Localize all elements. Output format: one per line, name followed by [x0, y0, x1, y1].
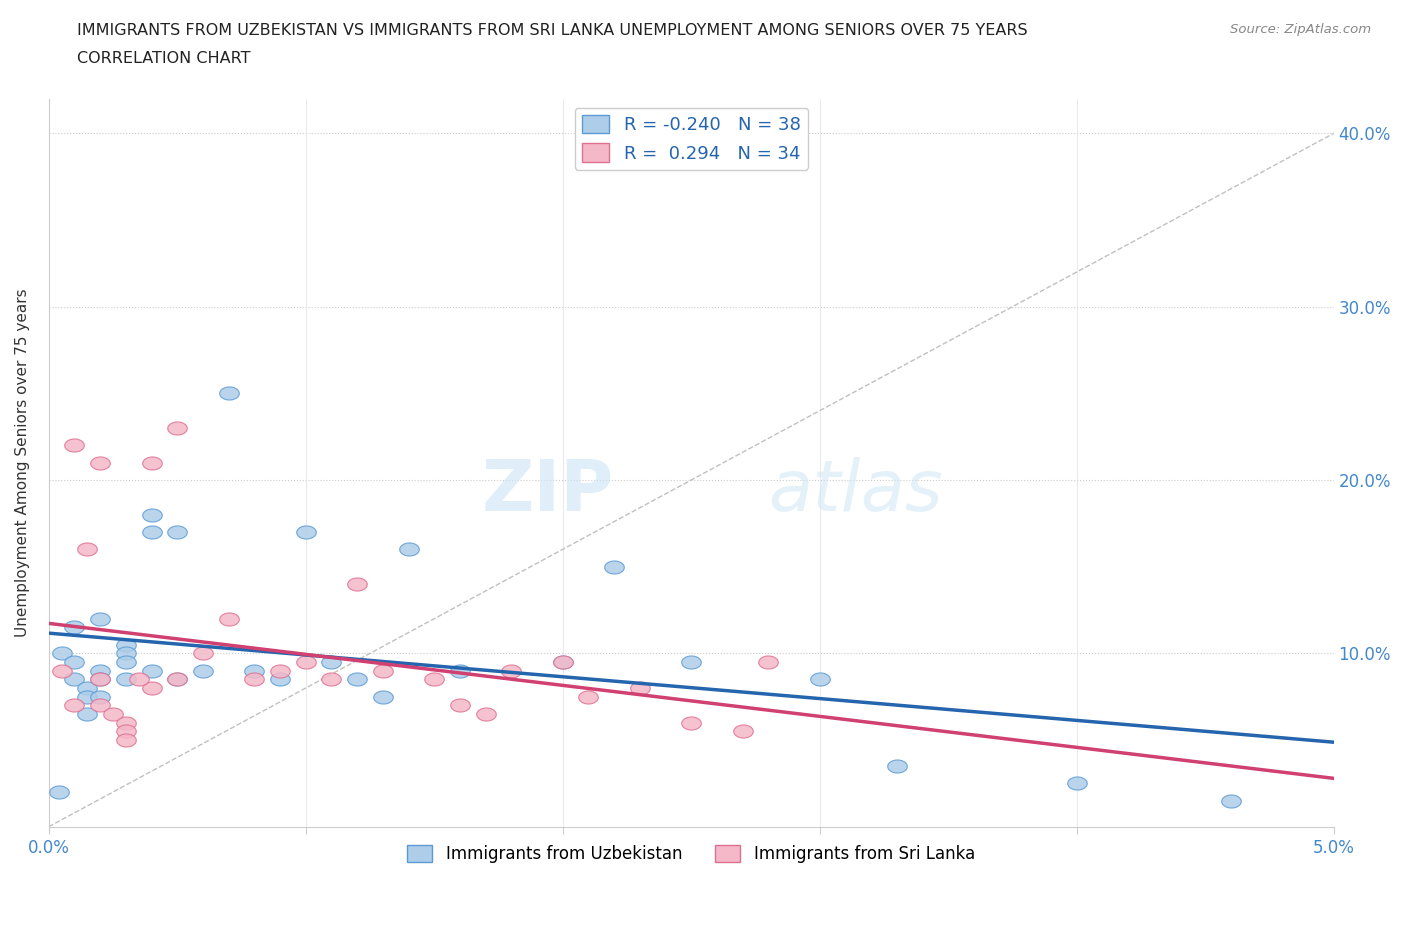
Point [1066, 776, 1088, 790]
Y-axis label: Unemployment Among Seniors over 75 years: Unemployment Among Seniors over 75 years [15, 288, 30, 637]
Point [269, 663, 291, 678]
Point [76, 689, 98, 704]
Point [89, 672, 111, 687]
Point [808, 672, 831, 687]
Point [115, 672, 138, 687]
Point [141, 525, 163, 539]
Point [89, 689, 111, 704]
Point [191, 663, 214, 678]
Point [294, 525, 316, 539]
Point [89, 698, 111, 712]
Legend: Immigrants from Uzbekistan, Immigrants from Sri Lanka: Immigrants from Uzbekistan, Immigrants f… [401, 838, 981, 870]
Point [371, 689, 394, 704]
Point [346, 577, 368, 591]
Point [89, 672, 111, 687]
Point [321, 672, 343, 687]
Point [449, 663, 471, 678]
Point [551, 655, 574, 670]
Point [115, 724, 138, 738]
Point [731, 724, 754, 738]
Point [166, 420, 188, 435]
Point [474, 707, 496, 722]
Point [51, 663, 73, 678]
Point [166, 672, 188, 687]
Point [63, 672, 86, 687]
Point [76, 707, 98, 722]
Point [551, 655, 574, 670]
Text: atlas: atlas [768, 458, 943, 526]
Point [63, 438, 86, 453]
Point [51, 646, 73, 661]
Point [243, 672, 266, 687]
Point [886, 759, 908, 774]
Point [141, 507, 163, 522]
Point [89, 611, 111, 626]
Point [449, 698, 471, 712]
Point [141, 456, 163, 471]
Point [166, 525, 188, 539]
Point [63, 655, 86, 670]
Point [141, 681, 163, 696]
Text: CORRELATION CHART: CORRELATION CHART [77, 51, 250, 66]
Point [294, 655, 316, 670]
Point [346, 672, 368, 687]
Point [76, 542, 98, 557]
Point [89, 663, 111, 678]
Point [398, 542, 420, 557]
Point [371, 663, 394, 678]
Point [681, 715, 703, 730]
Point [218, 386, 240, 401]
Point [63, 620, 86, 635]
Text: ZIP: ZIP [482, 458, 614, 526]
Point [218, 611, 240, 626]
Text: IMMIGRANTS FROM UZBEKISTAN VS IMMIGRANTS FROM SRI LANKA UNEMPLOYMENT AMONG SENIO: IMMIGRANTS FROM UZBEKISTAN VS IMMIGRANTS… [77, 23, 1028, 38]
Point [115, 715, 138, 730]
Point [576, 689, 599, 704]
Point [89, 456, 111, 471]
Point [101, 707, 124, 722]
Text: Source: ZipAtlas.com: Source: ZipAtlas.com [1230, 23, 1371, 36]
Point [115, 733, 138, 748]
Point [681, 655, 703, 670]
Point [501, 663, 523, 678]
Point [128, 672, 150, 687]
Point [321, 655, 343, 670]
Point [628, 681, 651, 696]
Point [423, 672, 446, 687]
Point [1219, 793, 1241, 808]
Point [603, 559, 626, 574]
Point [115, 655, 138, 670]
Point [191, 646, 214, 661]
Point [48, 785, 70, 800]
Point [166, 672, 188, 687]
Point [243, 663, 266, 678]
Point [63, 698, 86, 712]
Point [269, 672, 291, 687]
Point [76, 681, 98, 696]
Point [115, 646, 138, 661]
Point [115, 637, 138, 652]
Point [141, 663, 163, 678]
Point [756, 655, 779, 670]
